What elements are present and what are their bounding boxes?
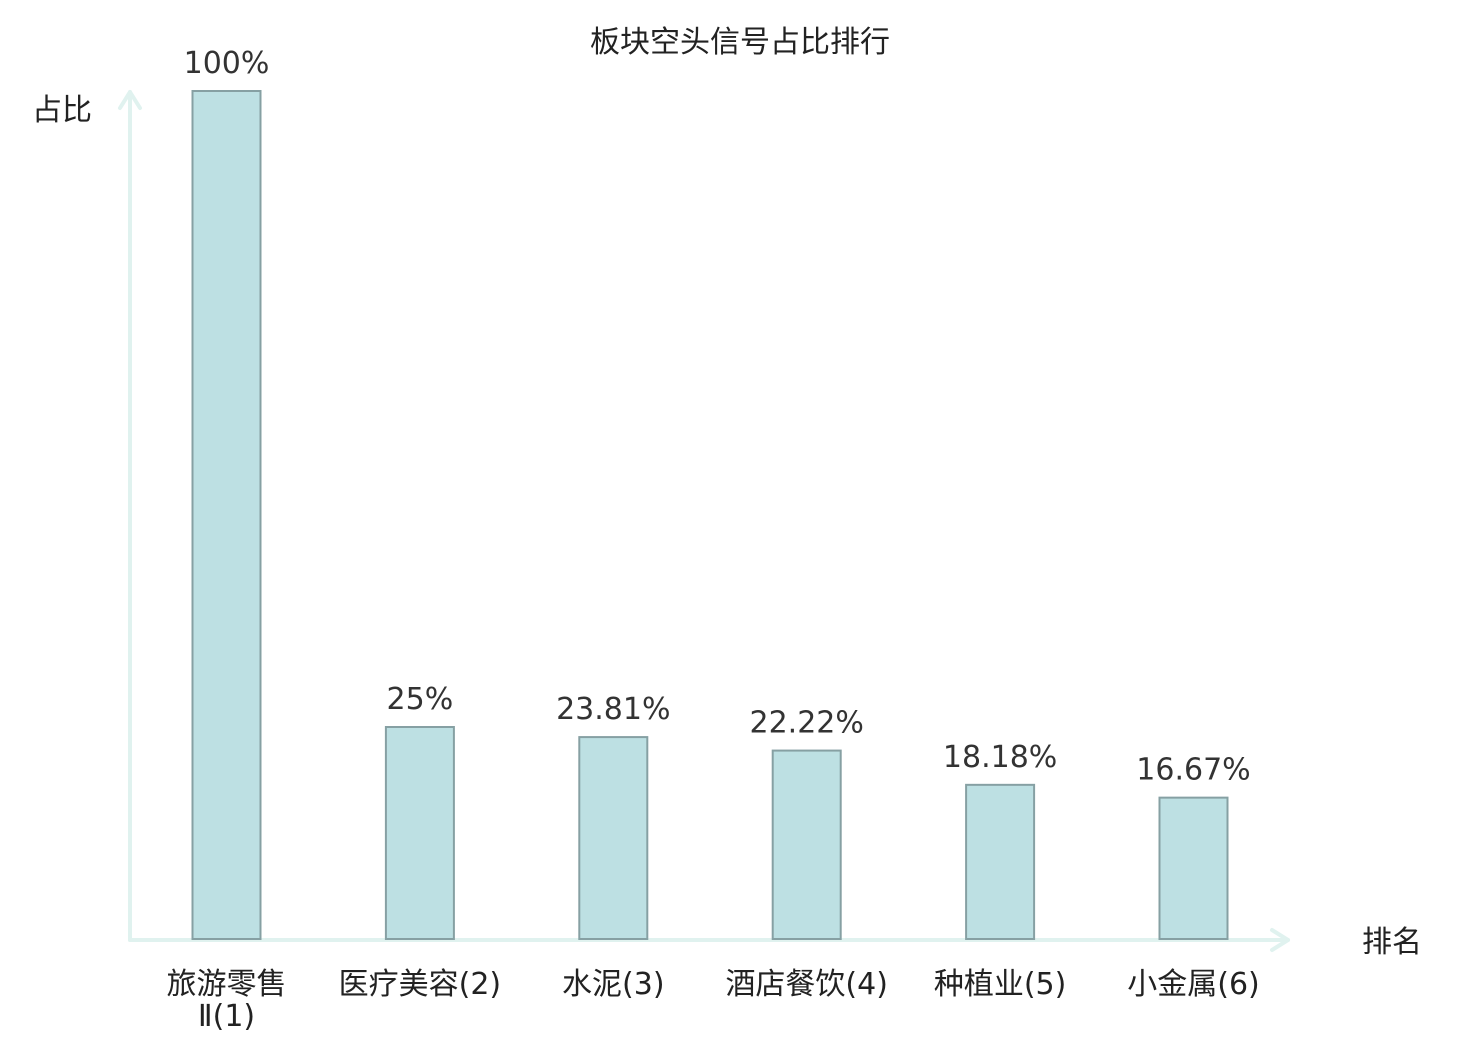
value-label-4: 22.22% <box>750 706 864 741</box>
x-axis-arrow <box>1270 928 1290 952</box>
category-label-6: 小金属(6) <box>1127 967 1260 1002</box>
bars-group <box>191 90 1229 941</box>
x-axis-label: 排名 <box>1362 925 1422 960</box>
bar-3 <box>578 736 649 940</box>
category-label-1-line2: Ⅱ(1) <box>198 999 255 1034</box>
bar-1 <box>191 90 262 940</box>
y-axis <box>118 90 142 942</box>
x-axis <box>128 928 1290 952</box>
category-label-2: 医疗美容(2) <box>339 967 502 1002</box>
value-label-6: 16.67% <box>1136 753 1250 788</box>
value-label-2: 25% <box>387 682 454 717</box>
category-label-1: 旅游零售 <box>167 967 287 1002</box>
category-label-4: 酒店餐饮(4) <box>725 967 888 1002</box>
y-axis-label: 占比 <box>32 93 92 128</box>
value-label-1: 100% <box>184 46 270 81</box>
category-label-3: 水泥(3) <box>562 967 665 1002</box>
value-label-3: 23.81% <box>556 692 670 727</box>
category-label-5: 种植业(5) <box>934 967 1067 1002</box>
value-labels-group: 100% 25% 23.81% 22.22% 18.18% 16.67% <box>184 46 1251 788</box>
y-axis-arrow <box>118 90 142 110</box>
bar-2 <box>384 726 455 940</box>
bar-6 <box>1158 796 1229 941</box>
value-label-5: 18.18% <box>943 740 1057 775</box>
bar-4 <box>771 749 842 940</box>
bar-5 <box>965 783 1036 941</box>
chart-title: 板块空头信号占比排行 <box>590 25 890 60</box>
